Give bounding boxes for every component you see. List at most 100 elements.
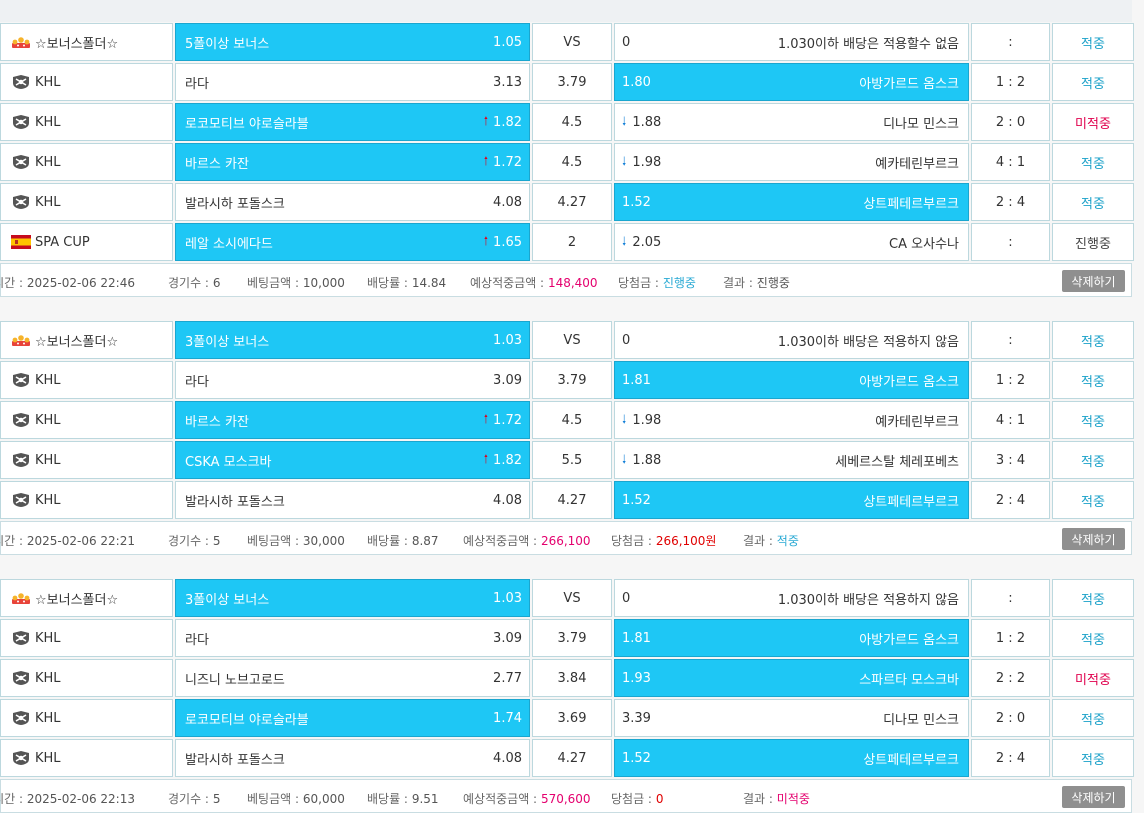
away-team-pick[interactable]: 1.80 아방가르드 옴스크 (614, 63, 969, 101)
draw-pick[interactable]: 4.5 (532, 103, 612, 141)
home-team-name: 라다 (185, 632, 209, 648)
home-team-pick[interactable]: 라다 3.09 (175, 619, 530, 657)
away-team-pick[interactable]: 🠓 1.98 예카테린부르크 (614, 401, 969, 439)
home-team-pick[interactable]: 로코모티브 야로슬라블 1.74 (175, 699, 530, 737)
home-team-name: 로코모티브 야로슬라블 (185, 116, 309, 132)
score-cell: 4 : 1 (971, 401, 1050, 439)
draw-pick[interactable]: 4.27 (532, 739, 612, 777)
delete-button[interactable]: 삭제하기 (1062, 270, 1125, 292)
home-team-pick[interactable]: 니즈니 노브고로드 2.77 (175, 659, 530, 697)
crown-icon (11, 590, 31, 606)
draw-pick[interactable]: VS (532, 23, 612, 61)
away-team-pick[interactable]: 1.52 상트페테르부르크 (614, 481, 969, 519)
game-row: KHL 라다 3.09 3.79 1.81 아방가르드 옴스크 1 : 2 적중 (0, 361, 1134, 399)
away-team-pick[interactable]: 1.81 아방가르드 옴스크 (614, 361, 969, 399)
home-team-pick[interactable]: 발라시하 포돌스크 4.08 (175, 481, 530, 519)
home-odds: 1.72 (493, 412, 522, 428)
odds-rate: 배당률 : 9.51 (367, 792, 439, 806)
draw-pick[interactable]: VS (532, 579, 612, 617)
away-team-name: 1.030이하 배당은 적용할수 없음 (777, 36, 959, 52)
league-name: ☆보너스폴더☆ (35, 36, 119, 52)
odds-down-icon: 🠓 (622, 113, 627, 128)
league-name: KHL (35, 372, 61, 388)
away-team-pick[interactable]: 1.81 아방가르드 옴스크 (614, 619, 969, 657)
game-row: KHL 로코모티브 야로슬라블 1.74 3.69 3.39 디나모 민스크 2… (0, 699, 1134, 737)
home-team-pick[interactable]: 5폴이상 보너스 1.05 (175, 23, 530, 61)
away-odds: 1.52 (622, 492, 651, 508)
bet-result: 결과 : 진행중 (723, 276, 790, 290)
draw-pick[interactable]: 3.79 (532, 361, 612, 399)
score-cell: 1 : 2 (971, 361, 1050, 399)
draw-pick[interactable]: 4.5 (532, 401, 612, 439)
away-team-pick[interactable]: 1.52 상트페테르부르크 (614, 183, 969, 221)
away-team-pick[interactable]: 0 1.030이하 배당은 적용할수 없음 (614, 23, 969, 61)
away-team-pick[interactable]: 0 1.030이하 배당은 적용하지 않음 (614, 321, 969, 359)
result-status: 적중 (1081, 414, 1105, 430)
away-team-pick[interactable]: 🠓 2.05 CA 오사수나 (614, 223, 969, 261)
away-odds: 0 (622, 34, 631, 50)
away-team-pick[interactable]: 1.52 상트페테르부르크 (614, 739, 969, 777)
result-cell: 진행중 (1052, 223, 1134, 261)
draw-pick[interactable]: 3.84 (532, 659, 612, 697)
home-team-pick[interactable]: 바르스 카잔 🠑 1.72 (175, 143, 530, 181)
delete-button[interactable]: 삭제하기 (1062, 528, 1125, 550)
draw-pick[interactable]: 2 (532, 223, 612, 261)
draw-odds: 3.79 (557, 630, 587, 646)
away-team-pick[interactable]: 🠓 1.88 디나모 민스크 (614, 103, 969, 141)
home-team-pick[interactable]: 발라시하 포돌스크 4.08 (175, 739, 530, 777)
odds-down-icon: 🠓 (622, 153, 627, 168)
result-cell: 미적중 (1052, 659, 1134, 697)
away-team-name: 아방가르드 옴스크 (859, 76, 959, 92)
league-cell: KHL (0, 699, 173, 737)
top-edge (0, 0, 1132, 22)
away-team-pick[interactable]: 0 1.030이하 배당은 적용하지 않음 (614, 579, 969, 617)
odds-up-icon: 🠑 (483, 113, 489, 128)
bet-time: 베팅시간 : 2025-02-06 22:13 (0, 792, 135, 806)
odds-down-icon: 🠓 (622, 411, 627, 426)
away-team-name: 상트페테르부르크 (863, 196, 959, 212)
odds-down-icon: 🠓 (622, 233, 627, 248)
home-team-name: 라다 (185, 76, 209, 92)
score-cell: 3 : 4 (971, 441, 1050, 479)
home-team-pick[interactable]: 라다 3.09 (175, 361, 530, 399)
result-status: 적중 (1081, 632, 1105, 648)
score-cell: 1 : 2 (971, 63, 1050, 101)
league-name: ☆보너스폴더☆ (35, 334, 119, 350)
draw-pick[interactable]: 4.27 (532, 481, 612, 519)
home-team-name: 바르스 카잔 (185, 156, 249, 172)
away-team-name: 1.030이하 배당은 적용하지 않음 (777, 592, 959, 608)
home-team-name: 니즈니 노브고로드 (185, 672, 285, 688)
home-team-pick[interactable]: 3폴이상 보너스 1.03 (175, 579, 530, 617)
away-team-pick[interactable]: 🠓 1.88 세베르스탈 체레포베츠 (614, 441, 969, 479)
draw-pick[interactable]: 5.5 (532, 441, 612, 479)
draw-pick[interactable]: 4.27 (532, 183, 612, 221)
home-team-pick[interactable]: 라다 3.13 (175, 63, 530, 101)
away-team-pick[interactable]: 🠓 1.98 예카테린부르크 (614, 143, 969, 181)
home-team-pick[interactable]: 발라시하 포돌스크 4.08 (175, 183, 530, 221)
home-odds: 1.65 (493, 234, 522, 250)
league-name: KHL (35, 670, 61, 686)
bet-amount: 베팅금액 : 60,000 (247, 792, 345, 806)
draw-pick[interactable]: VS (532, 321, 612, 359)
league-cell: ☆보너스폴더☆ (0, 321, 173, 359)
home-odds: 1.05 (493, 34, 522, 50)
score-cell: 1 : 2 (971, 619, 1050, 657)
draw-pick[interactable]: 3.79 (532, 619, 612, 657)
delete-button[interactable]: 삭제하기 (1062, 786, 1125, 808)
result-status: 적중 (1081, 494, 1105, 510)
league-name: KHL (35, 412, 61, 428)
home-team-pick[interactable]: 로코모티브 야로슬라블 🠑 1.82 (175, 103, 530, 141)
home-team-pick[interactable]: 레알 소시에다드 🠑 1.65 (175, 223, 530, 261)
draw-pick[interactable]: 3.69 (532, 699, 612, 737)
result-status: 미적중 (1075, 672, 1111, 688)
home-team-pick[interactable]: 3폴이상 보너스 1.03 (175, 321, 530, 359)
game-row: ☆보너스폴더☆ 3폴이상 보너스 1.03 VS 0 1.030이하 배당은 적… (0, 321, 1134, 359)
home-team-pick[interactable]: 바르스 카잔 🠑 1.72 (175, 401, 530, 439)
score-cell: 2 : 4 (971, 183, 1050, 221)
draw-pick[interactable]: 3.79 (532, 63, 612, 101)
result-cell: 미적중 (1052, 103, 1134, 141)
draw-pick[interactable]: 4.5 (532, 143, 612, 181)
home-team-pick[interactable]: CSKA 모스크바 🠑 1.82 (175, 441, 530, 479)
away-team-pick[interactable]: 1.93 스파르타 모스크바 (614, 659, 969, 697)
away-team-pick[interactable]: 3.39 디나모 민스크 (614, 699, 969, 737)
